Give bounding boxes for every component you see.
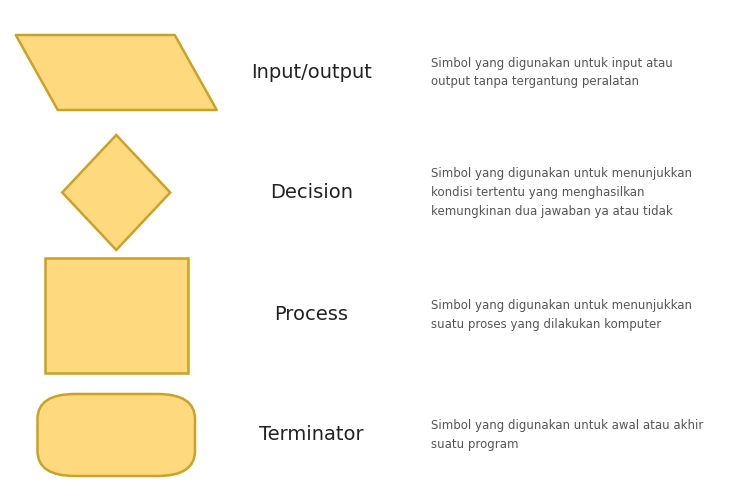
Text: Simbol yang digunakan untuk menunjukkan
suatu proses yang dilakukan komputer: Simbol yang digunakan untuk menunjukkan … [431,299,692,331]
Bar [45,258,188,372]
FancyBboxPatch shape [38,394,195,476]
Polygon shape [62,135,170,250]
Text: Simbol yang digunakan untuk input atau
output tanpa tergantung peralatan: Simbol yang digunakan untuk input atau o… [431,56,673,88]
Text: Simbol yang digunakan untuk menunjukkan
kondisi tertentu yang menghasilkan
kemun: Simbol yang digunakan untuk menunjukkan … [431,167,692,218]
Text: Process: Process [274,306,348,324]
Text: Terminator: Terminator [259,426,364,444]
Text: Simbol yang digunakan untuk awal atau akhir
suatu program: Simbol yang digunakan untuk awal atau ak… [431,419,704,451]
Text: Input/output: Input/output [251,63,372,82]
Text: Decision: Decision [270,183,352,202]
Polygon shape [16,35,217,110]
